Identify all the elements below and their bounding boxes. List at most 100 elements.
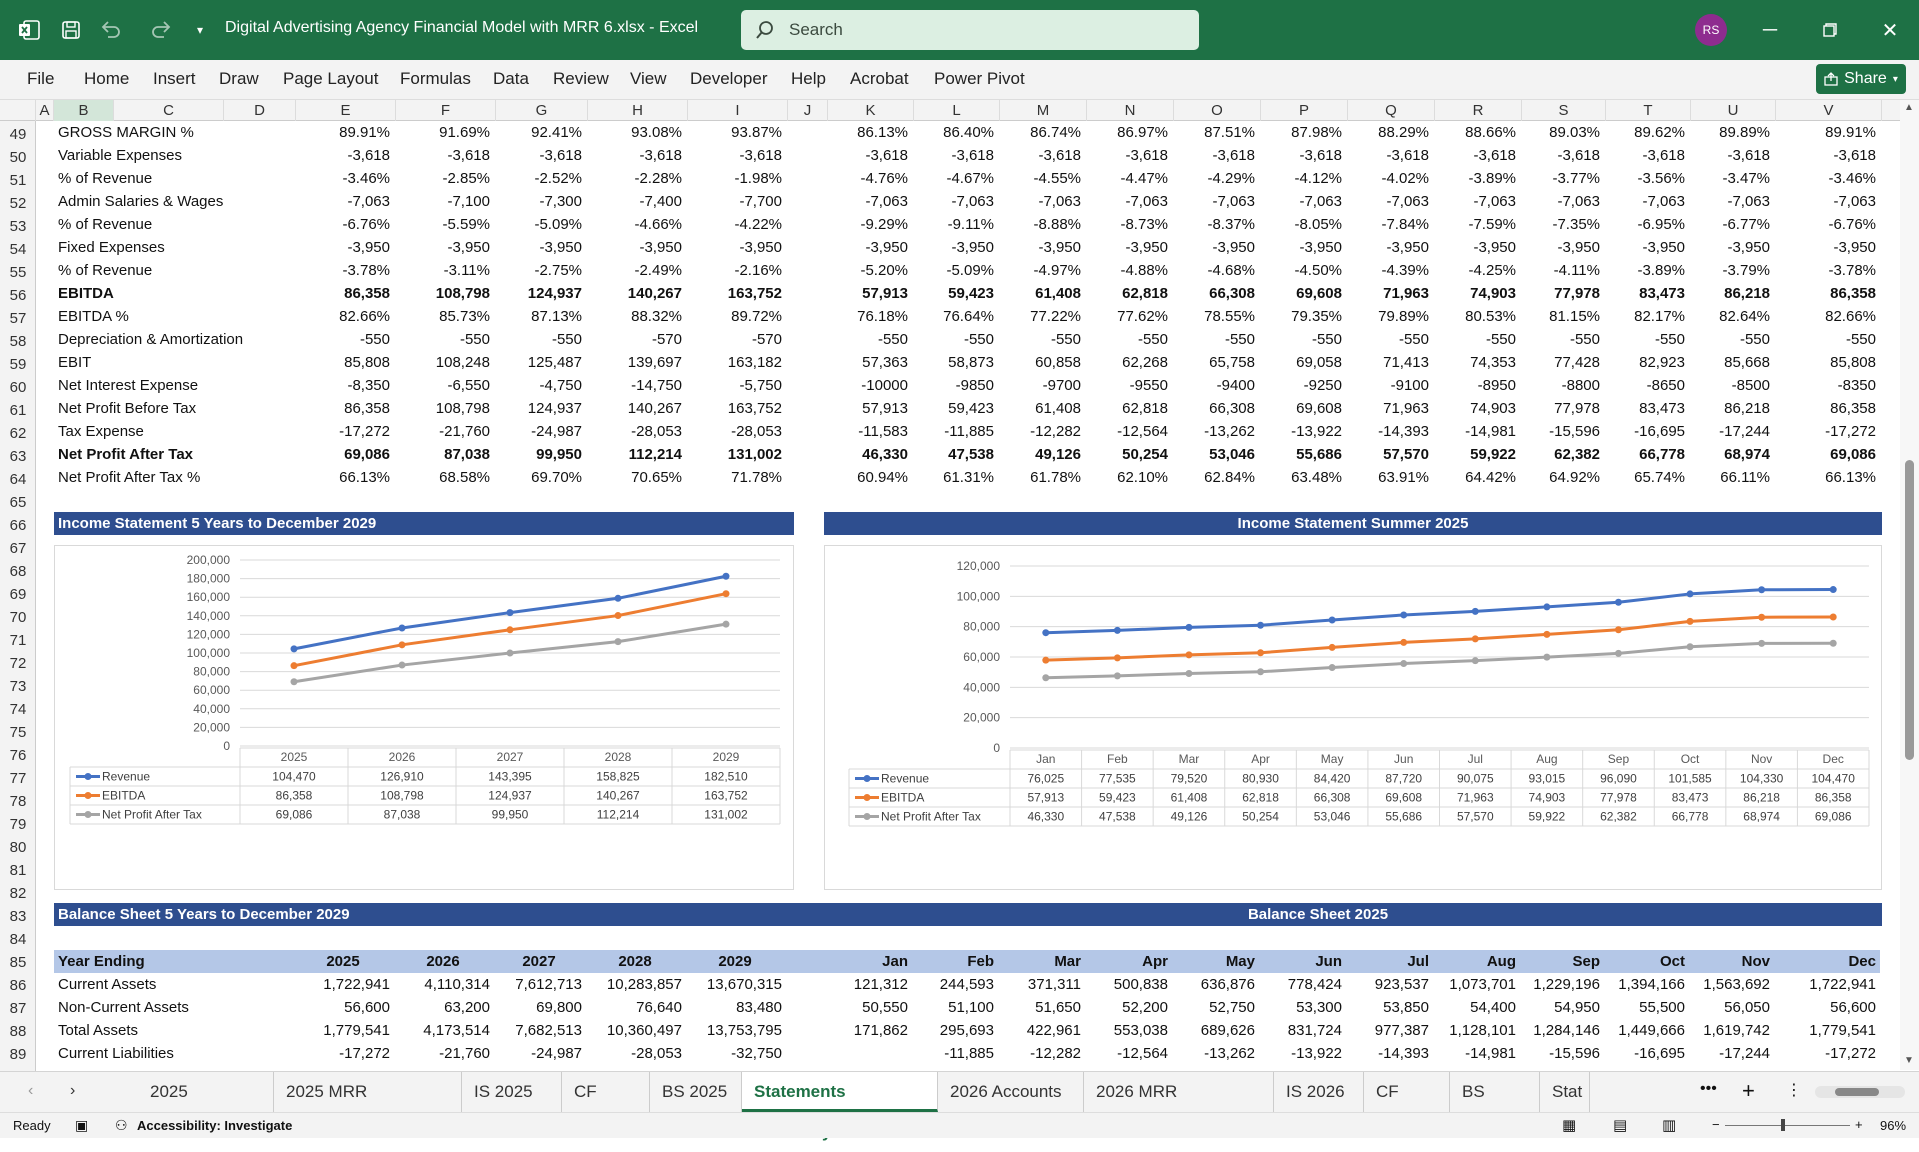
balance-cell-value[interactable]: -12,564 xyxy=(1117,1045,1168,1062)
cell-value[interactable]: -3,618 xyxy=(1386,147,1429,164)
column-header[interactable]: J xyxy=(788,100,828,121)
chart-income-5yr[interactable]: 0 20,000 40,000 60,000 80,000 100,000 120,000 1… xyxy=(54,545,794,890)
row-header[interactable]: 74 xyxy=(9,701,27,718)
row-label[interactable]: Tax Expense xyxy=(58,423,144,440)
cell-value[interactable]: 85,808 xyxy=(344,354,390,371)
cell-value[interactable]: -3.89% xyxy=(1637,262,1685,279)
cell-value[interactable]: 66.13% xyxy=(339,469,390,486)
cell-value[interactable]: -4.68% xyxy=(1207,262,1255,279)
balance-row-label[interactable]: Non-Current Assets xyxy=(58,999,189,1016)
cell-value[interactable]: -550 xyxy=(1569,331,1600,348)
sheet-tab[interactable]: BS 2025 xyxy=(650,1072,742,1112)
cell-value[interactable]: 63.91% xyxy=(1378,469,1429,486)
sheet-tab[interactable]: 2026 MRR Dashboard xyxy=(1084,1072,1274,1141)
cell-value[interactable]: -550 xyxy=(1050,331,1081,348)
cell-value[interactable]: -6.76% xyxy=(1828,216,1876,233)
cell-value[interactable]: -7,700 xyxy=(739,193,782,210)
balance-cell-value[interactable]: 422,961 xyxy=(1026,1022,1081,1039)
cell-value[interactable]: -3,618 xyxy=(639,147,682,164)
cell-value[interactable]: -8.73% xyxy=(1120,216,1168,233)
page-break-view-icon[interactable]: ▥ xyxy=(1662,1117,1677,1134)
cell-value[interactable]: -4.55% xyxy=(1033,170,1081,187)
balance-cell-value[interactable]: 171,862 xyxy=(853,1022,908,1039)
balance-cell-value[interactable]: Nov xyxy=(1741,953,1770,970)
zoom-slider-thumb[interactable] xyxy=(1781,1119,1785,1131)
balance-cell-value[interactable]: 52,750 xyxy=(1209,999,1255,1016)
balance-cell-value[interactable]: 63,200 xyxy=(444,999,490,1016)
cell-value[interactable]: -3,950 xyxy=(1299,239,1342,256)
cell-value[interactable]: -8.37% xyxy=(1207,216,1255,233)
cell-value[interactable]: 85.73% xyxy=(439,308,490,325)
cell-value[interactable]: 89.03% xyxy=(1549,124,1600,141)
balance-cell-value[interactable]: 2029 xyxy=(718,953,752,970)
cell-value[interactable]: -4.97% xyxy=(1033,262,1081,279)
cell-value[interactable]: 66,308 xyxy=(1209,400,1255,417)
cell-value[interactable]: 62.10% xyxy=(1117,469,1168,486)
cell-value[interactable]: -17,272 xyxy=(1825,423,1876,440)
share-button[interactable]: Share ▾ xyxy=(1816,64,1906,94)
cell-value[interactable]: 80.53% xyxy=(1465,308,1516,325)
balance-cell-value[interactable]: Feb xyxy=(967,953,994,970)
cell-value[interactable]: 64.92% xyxy=(1549,469,1600,486)
cell-value[interactable]: -3,950 xyxy=(639,239,682,256)
cell-value[interactable]: 131,002 xyxy=(727,446,782,463)
cell-value[interactable]: 125,487 xyxy=(527,354,582,371)
balance-cell-value[interactable]: 1,449,666 xyxy=(1618,1022,1685,1039)
cell-value[interactable]: 86,358 xyxy=(344,400,390,417)
cell-value[interactable]: -12,282 xyxy=(1030,423,1081,440)
cell-value[interactable]: 83,473 xyxy=(1639,285,1685,302)
cell-value[interactable]: -3,950 xyxy=(1125,239,1168,256)
cell-value[interactable]: -3,618 xyxy=(1212,147,1255,164)
balance-cell-value[interactable]: 7,682,513 xyxy=(515,1022,582,1039)
row-header[interactable]: 65 xyxy=(9,494,27,511)
column-header[interactable]: T xyxy=(1606,100,1691,121)
cell-value[interactable]: 71,963 xyxy=(1383,400,1429,417)
cell-value[interactable]: -3.11% xyxy=(443,262,490,279)
row-label[interactable]: Net Profit Before Tax xyxy=(58,400,197,417)
cell-value[interactable]: -550 xyxy=(1654,331,1685,348)
cell-value[interactable]: -4.02% xyxy=(1381,170,1429,187)
cell-value[interactable]: 79.89% xyxy=(1378,308,1429,325)
cell-value[interactable]: 62,382 xyxy=(1554,446,1600,463)
balance-cell-value[interactable]: -14,981 xyxy=(1465,1045,1516,1062)
menu-data[interactable]: Data xyxy=(493,69,529,88)
cell-value[interactable]: -3,618 xyxy=(1125,147,1168,164)
cell-value[interactable]: -28,053 xyxy=(631,423,682,440)
sheet-tab[interactable]: IS 2026 xyxy=(1274,1072,1364,1112)
cell-value[interactable]: -7.35% xyxy=(1552,216,1600,233)
cell-value[interactable]: -3,618 xyxy=(1299,147,1342,164)
column-header[interactable]: C xyxy=(114,100,224,121)
cell-value[interactable]: -8800 xyxy=(1561,377,1600,394)
sheet-tab[interactable]: 2025 Accounts xyxy=(138,1072,274,1141)
balance-cell-value[interactable]: 1,128,101 xyxy=(1449,1022,1516,1039)
balance-cell-value[interactable]: Apr xyxy=(1142,953,1168,970)
cell-value[interactable]: -3,618 xyxy=(951,147,994,164)
cell-value[interactable]: 74,903 xyxy=(1470,400,1516,417)
balance-cell-value[interactable]: -32,750 xyxy=(731,1045,782,1062)
sheet-tab[interactable]: CF 2026 xyxy=(1364,1072,1450,1141)
cell-value[interactable]: -550 xyxy=(1311,331,1342,348)
cell-value[interactable]: 66,308 xyxy=(1209,285,1255,302)
row-header[interactable]: 68 xyxy=(9,563,27,580)
cell-value[interactable]: -9100 xyxy=(1390,377,1429,394)
row-label[interactable]: % of Revenue xyxy=(58,170,153,187)
cell-value[interactable]: 57,570 xyxy=(1383,446,1429,463)
cell-value[interactable]: 61.78% xyxy=(1030,469,1081,486)
cell-value[interactable]: -9700 xyxy=(1042,377,1081,394)
cell-value[interactable]: 108,248 xyxy=(435,354,490,371)
column-header[interactable]: B xyxy=(54,100,114,121)
cell-value[interactable]: 77,428 xyxy=(1554,354,1600,371)
balance-cell-value[interactable]: -13,922 xyxy=(1291,1045,1342,1062)
cell-value[interactable]: -7,100 xyxy=(447,193,490,210)
balance-cell-value[interactable]: -21,760 xyxy=(439,1045,490,1062)
cell-value[interactable]: -7,063 xyxy=(1212,193,1255,210)
accessibility-status[interactable]: Accessibility: Investigate xyxy=(137,1118,293,1133)
cell-value[interactable]: 62.84% xyxy=(1204,469,1255,486)
cell-value[interactable]: 59,423 xyxy=(948,400,994,417)
cell-value[interactable]: -7,063 xyxy=(347,193,390,210)
balance-cell-value[interactable]: 83,480 xyxy=(736,999,782,1016)
cell-value[interactable]: -5.09% xyxy=(534,216,582,233)
cell-value[interactable]: 89.91% xyxy=(1825,124,1876,141)
zoom-level[interactable]: 96% xyxy=(1880,1118,1907,1133)
cell-value[interactable]: 77,978 xyxy=(1554,400,1600,417)
